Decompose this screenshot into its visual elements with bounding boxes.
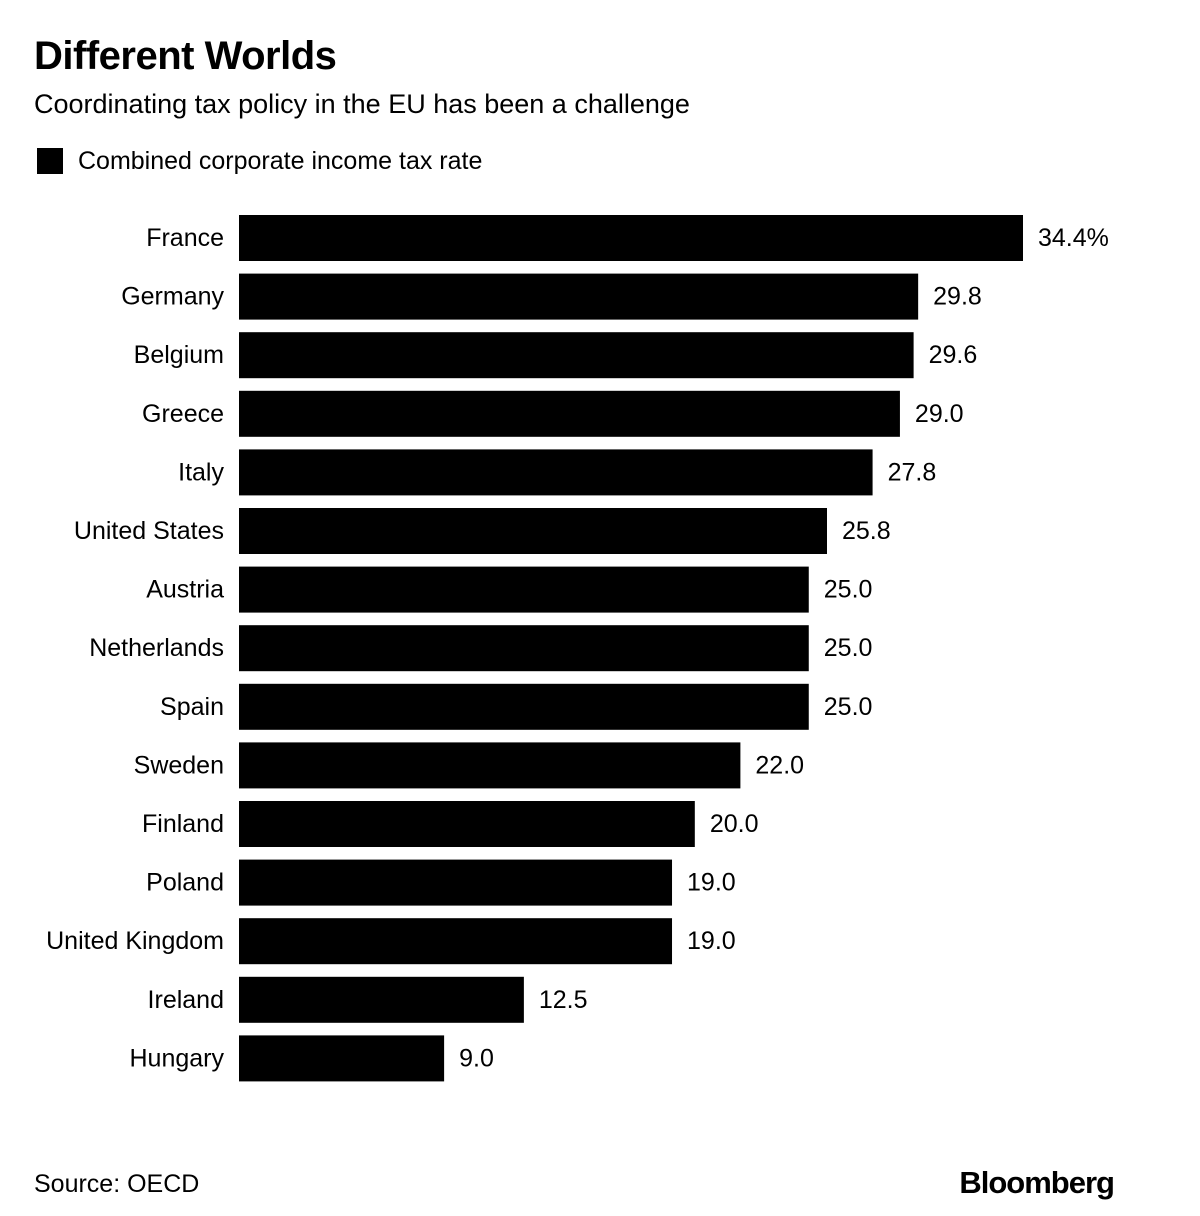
bar-poland — [239, 859, 673, 906]
value-label-france: 34.4% — [1038, 224, 1109, 252]
bar-united-kingdom — [239, 918, 673, 965]
value-label-united-states: 25.8 — [842, 517, 891, 545]
bar-sweden — [239, 742, 741, 789]
value-label-sweden: 22.0 — [755, 751, 804, 779]
bar-ireland — [239, 976, 524, 1023]
legend-swatch — [37, 148, 63, 174]
value-label-poland: 19.0 — [687, 869, 736, 897]
bar-hungary — [239, 1035, 445, 1082]
value-label-italy: 27.8 — [888, 458, 937, 486]
category-label-united-states: United States — [74, 517, 224, 545]
value-label-austria: 25.0 — [824, 576, 873, 604]
bar-greece — [239, 390, 900, 437]
bar-spain — [239, 683, 809, 730]
source-note: Source: OECD — [34, 1170, 200, 1198]
bar-finland — [239, 801, 695, 847]
value-label-ireland: 12.5 — [539, 986, 588, 1014]
value-label-belgium: 29.6 — [929, 341, 978, 369]
value-label-greece: 29.0 — [915, 400, 964, 428]
bar-germany — [239, 273, 919, 320]
bar-belgium — [239, 332, 914, 379]
category-label-finland: Finland — [142, 810, 224, 838]
bar-united-states — [239, 508, 827, 554]
category-label-ireland: Ireland — [148, 986, 224, 1014]
value-label-hungary: 9.0 — [459, 1044, 494, 1072]
chart-title: Different Worlds — [34, 34, 337, 78]
value-label-united-kingdom: 19.0 — [687, 927, 736, 955]
category-label-poland: Poland — [146, 869, 224, 897]
value-label-finland: 20.0 — [710, 810, 759, 838]
category-label-greece: Greece — [142, 400, 224, 428]
bar-netherlands — [239, 625, 809, 672]
legend-label: Combined corporate income tax rate — [78, 147, 483, 175]
category-label-austria: Austria — [146, 576, 224, 604]
category-label-hungary: Hungary — [130, 1044, 225, 1072]
bar-italy — [239, 449, 873, 496]
category-label-netherlands: Netherlands — [89, 634, 224, 662]
legend: Combined corporate income tax rate — [37, 146, 482, 176]
bar-france — [239, 215, 1023, 261]
bar-austria — [239, 566, 809, 613]
chart-subtitle: Coordinating tax policy in the EU has be… — [34, 89, 690, 119]
value-label-netherlands: 25.0 — [824, 634, 873, 662]
category-label-united-kingdom: United Kingdom — [46, 927, 224, 955]
bloomberg-logo: Bloomberg — [959, 1165, 1115, 1200]
value-label-germany: 29.8 — [933, 283, 982, 311]
value-label-spain: 25.0 — [824, 693, 873, 721]
category-label-france: France — [146, 224, 224, 252]
category-label-belgium: Belgium — [134, 341, 224, 369]
category-label-sweden: Sweden — [134, 751, 224, 779]
category-label-spain: Spain — [160, 693, 224, 721]
category-label-italy: Italy — [178, 458, 224, 486]
category-label-germany: Germany — [121, 283, 224, 311]
